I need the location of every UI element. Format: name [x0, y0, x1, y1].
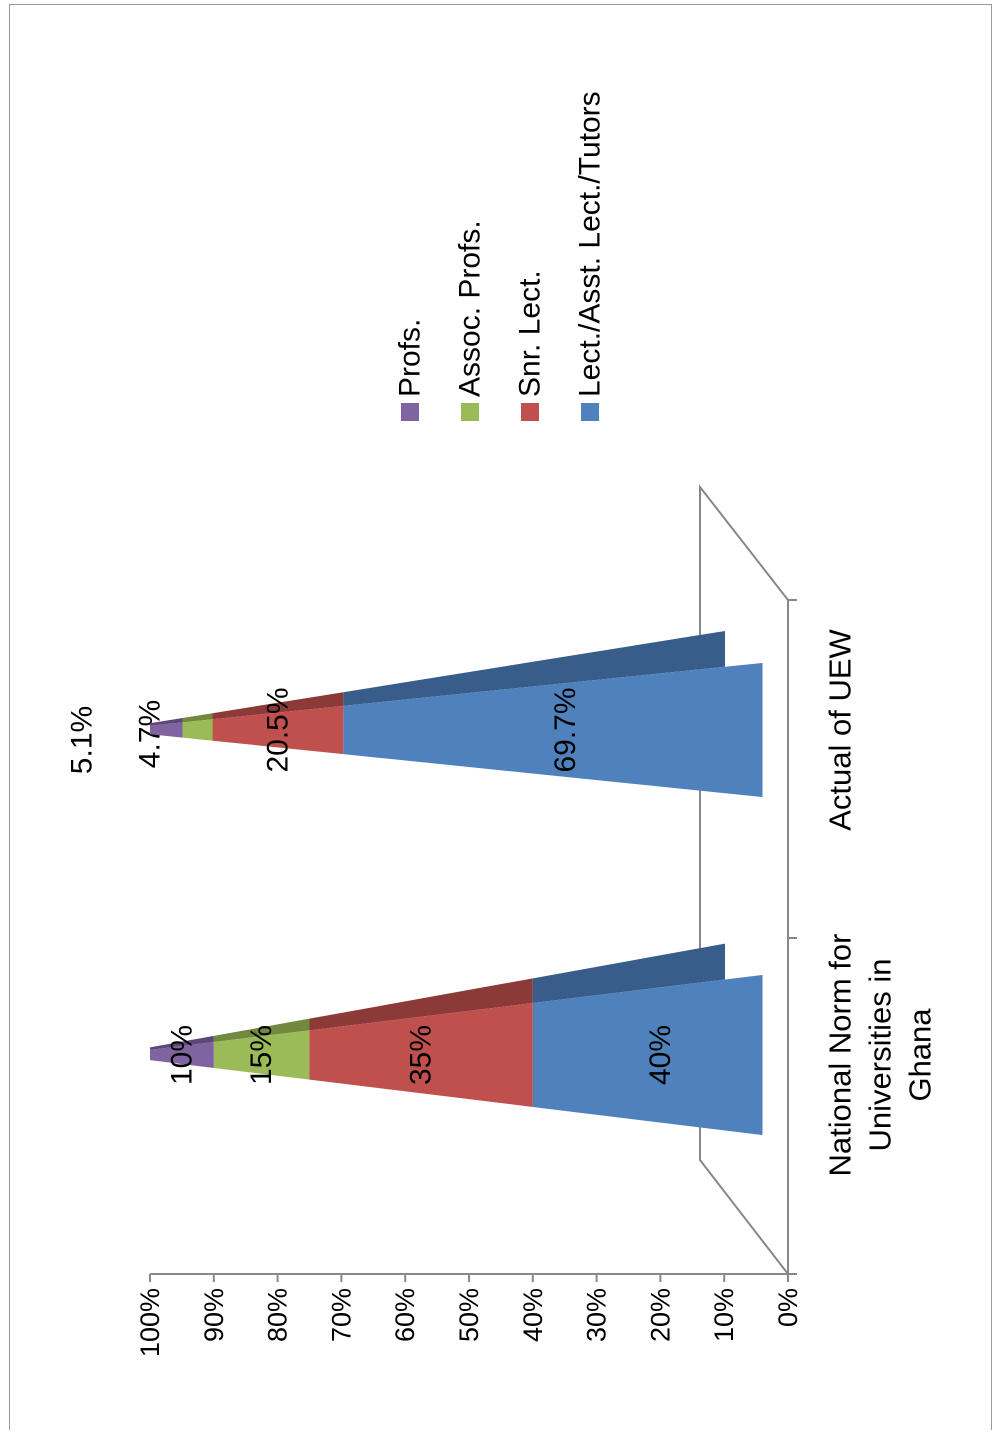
- value-axis-tick-label: 20%: [645, 1288, 675, 1342]
- legend-swatch: [461, 403, 479, 421]
- bar-snr-lect: [212, 705, 344, 755]
- bar-profs: [150, 1042, 214, 1068]
- data-label: 5.1%: [66, 706, 99, 774]
- legend: Profs. Assoc. Profs. Snr. Lect. Lect./Asst.…: [394, 91, 607, 421]
- chart-frame: [9, 4, 992, 1430]
- data-label: 20.5%: [261, 687, 294, 772]
- legend-label: Snr. Lect.: [514, 270, 547, 397]
- legend-swatch: [521, 403, 539, 421]
- category-label: Universities in: [863, 959, 898, 1152]
- bar-side-assoc-profs: [182, 713, 213, 723]
- value-axis-tick-label: 90%: [199, 1288, 229, 1342]
- legend-label: Profs.: [394, 319, 427, 397]
- category-label: Actual of UEW: [823, 628, 858, 830]
- category-label: National Norm for: [823, 934, 858, 1177]
- value-axis-tick-label: 50%: [454, 1288, 484, 1342]
- data-label: 35%: [405, 1025, 438, 1085]
- data-label: 40%: [644, 1025, 677, 1085]
- data-label: 15%: [245, 1025, 278, 1085]
- value-axis-tick-label: 40%: [518, 1288, 548, 1342]
- bar-side-lect-asst-lect-tutors: [532, 943, 725, 1004]
- legend-item-profs: Profs.: [394, 319, 427, 421]
- bar-side-profs: [150, 718, 183, 726]
- chart-floor: [699, 484, 789, 1277]
- value-axis-tick-label: 70%: [326, 1288, 356, 1342]
- data-label: 10%: [165, 1025, 198, 1085]
- legend-item-lect-asst-lect-tutors: Lect./Asst. Lect./Tutors: [574, 91, 607, 421]
- data-label: 69.7%: [549, 687, 582, 772]
- bar-side-assoc-profs: [213, 1018, 310, 1043]
- bar-lect-asst-lect-tutors: [343, 663, 762, 797]
- legend-item-snr-lect: Snr. Lect.: [514, 270, 547, 421]
- bar-side-snr-lect: [309, 978, 533, 1031]
- bar-lect-asst-lect-tutors: [532, 975, 762, 1135]
- value-axis-tick-label: 10%: [709, 1288, 739, 1342]
- value-axis-tick-label: 30%: [582, 1288, 612, 1342]
- bar-snr-lect: [309, 1003, 533, 1107]
- bar-assoc-profs: [182, 719, 213, 741]
- bar-profs: [150, 722, 183, 738]
- bar-side-lect-asst-lect-tutors: [343, 630, 725, 706]
- value-axis-tick-label: 80%: [263, 1288, 293, 1342]
- legend-label: Assoc. Profs.: [454, 220, 487, 397]
- category-label: Ghana: [903, 1008, 938, 1102]
- legend-swatch: [581, 403, 599, 421]
- pyramid-actual-of-uew: 69.7%20.5%4.7%5.1%Actual of UEW: [66, 628, 858, 830]
- value-axis-tick-label: 100%: [135, 1288, 165, 1357]
- value-axis: 0% 10% 20% 30% 40% 50% 60% 70% 80% 90% 100%: [135, 1273, 803, 1357]
- bar-side-snr-lect: [212, 692, 344, 720]
- value-axis-tick-label: 60%: [390, 1288, 420, 1342]
- legend-swatch: [401, 403, 419, 421]
- bar-assoc-profs: [213, 1030, 310, 1080]
- legend-label: Lect./Asst. Lect./Tutors: [574, 91, 607, 397]
- legend-item-assoc-profs: Assoc. Profs.: [454, 220, 487, 421]
- bar-side-profs: [150, 1035, 214, 1050]
- value-axis-tick-label: 0%: [773, 1288, 803, 1327]
- pyramid-national-norm-for-universities-in-ghana: 40% 35% 15% 10% National Norm for Universitie…: [150, 934, 938, 1177]
